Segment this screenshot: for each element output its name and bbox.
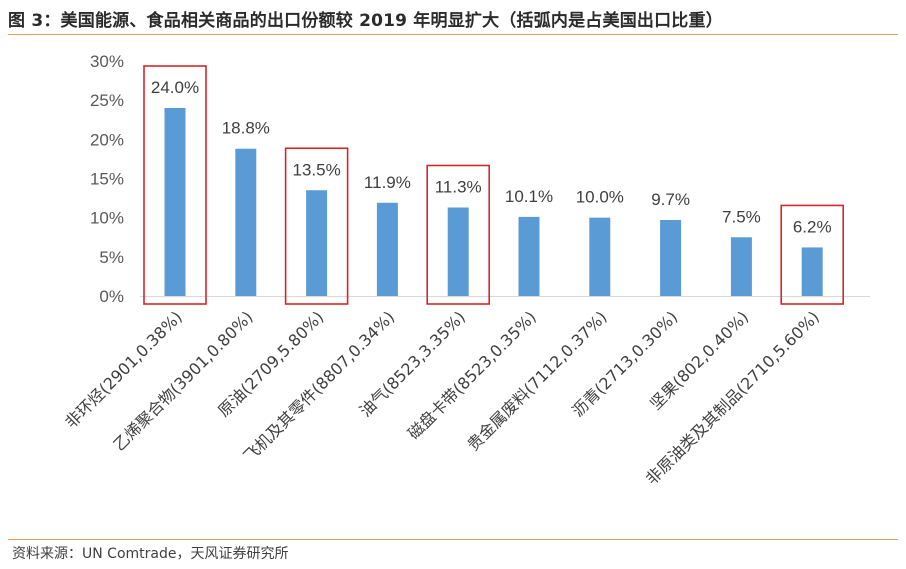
bar bbox=[801, 247, 823, 296]
data-label: 10.0% bbox=[576, 188, 624, 207]
bar bbox=[447, 207, 469, 296]
highlight-box bbox=[284, 147, 349, 305]
y-tick-label: 30% bbox=[90, 52, 124, 71]
category-label: 飞机及其零件(8807,0.34%) bbox=[240, 307, 398, 465]
data-label: 18.8% bbox=[222, 119, 270, 138]
category-label: 非环烃(2901,0.38%) bbox=[61, 307, 186, 432]
category-label: 乙烯聚合物(3901,0.80%) bbox=[109, 307, 256, 454]
data-label: 6.2% bbox=[793, 217, 832, 236]
footer-rule bbox=[8, 539, 898, 540]
data-label: 11.3% bbox=[435, 177, 482, 196]
bar bbox=[730, 237, 752, 296]
y-tick-label: 15% bbox=[90, 170, 124, 189]
source-note: 资料来源：UN Comtrade，天风证券研究所 bbox=[12, 546, 289, 562]
data-label: 24.0% bbox=[151, 78, 199, 97]
data-label: 10.1% bbox=[505, 187, 553, 206]
bar bbox=[306, 190, 328, 296]
bar bbox=[518, 216, 540, 296]
highlight-box bbox=[780, 204, 845, 305]
chart-title: 图 3：美国能源、食品相关商品的出口份额较 2019 年明显扩大（括弧内是占美国… bbox=[8, 11, 723, 31]
category-label: 贵金属废料(7112,0.37%) bbox=[463, 307, 610, 454]
bar bbox=[660, 220, 682, 296]
highlight-box bbox=[143, 65, 207, 305]
y-tick-label: 25% bbox=[90, 91, 124, 110]
data-label: 9.7% bbox=[651, 190, 690, 209]
y-tick-label: 5% bbox=[99, 248, 124, 267]
data-label: 13.5% bbox=[292, 160, 340, 179]
category-label: 磁盘卡带(8523,0.35%) bbox=[404, 307, 540, 443]
data-label: 11.9% bbox=[364, 173, 411, 192]
y-tick-label: 10% bbox=[90, 209, 124, 228]
highlight-box bbox=[426, 164, 491, 305]
y-tick-label: 0% bbox=[99, 287, 124, 306]
title-rule bbox=[8, 34, 898, 35]
bar bbox=[235, 148, 257, 296]
bar bbox=[589, 217, 611, 296]
data-label: 7.5% bbox=[722, 207, 761, 226]
bar bbox=[164, 108, 186, 296]
bar bbox=[376, 202, 398, 296]
y-tick-label: 20% bbox=[90, 130, 124, 149]
